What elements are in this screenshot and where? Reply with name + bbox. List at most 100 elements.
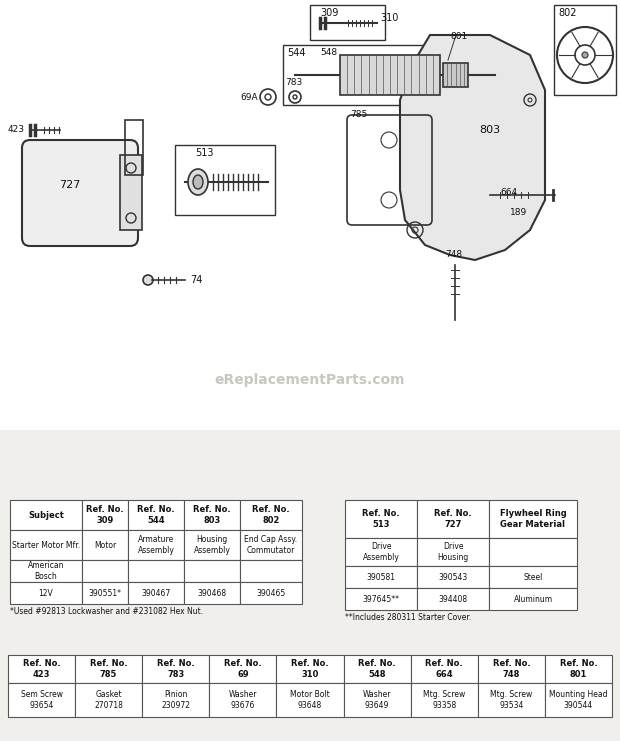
Text: Ref. No.
802: Ref. No. 802 bbox=[252, 505, 290, 525]
Bar bbox=[554, 5, 616, 95]
Bar bbox=[82, 560, 128, 582]
Text: Washer
93649: Washer 93649 bbox=[363, 691, 391, 710]
Text: Steel: Steel bbox=[523, 573, 542, 582]
Text: 310: 310 bbox=[380, 13, 399, 23]
Text: 785: 785 bbox=[350, 110, 367, 119]
Text: American
Bosch: American Bosch bbox=[28, 561, 64, 581]
Bar bbox=[410, 683, 478, 717]
Bar bbox=[410, 655, 478, 683]
Text: 390467: 390467 bbox=[141, 588, 171, 597]
Circle shape bbox=[582, 52, 588, 58]
Bar bbox=[478, 683, 545, 717]
Text: Ref. No.
664: Ref. No. 664 bbox=[425, 659, 463, 679]
Bar bbox=[417, 566, 489, 588]
Bar bbox=[0, 0, 620, 430]
Text: End Cap Assy.
Commutator: End Cap Assy. Commutator bbox=[244, 535, 298, 555]
Bar bbox=[443, 63, 468, 87]
Text: 748: 748 bbox=[445, 250, 462, 259]
Bar bbox=[489, 566, 577, 588]
Text: 390468: 390468 bbox=[197, 588, 226, 597]
Bar bbox=[545, 655, 612, 683]
Bar bbox=[417, 588, 489, 610]
Bar bbox=[82, 582, 128, 604]
Bar bbox=[142, 683, 210, 717]
Text: 664: 664 bbox=[500, 188, 517, 197]
Text: Flywheel Ring
Gear Material: Flywheel Ring Gear Material bbox=[500, 509, 567, 528]
Bar bbox=[545, 683, 612, 717]
Bar bbox=[184, 530, 240, 560]
Bar bbox=[120, 155, 142, 230]
Bar bbox=[128, 500, 184, 530]
Bar bbox=[10, 530, 82, 560]
Text: Ref. No.
748: Ref. No. 748 bbox=[492, 659, 530, 679]
Text: 394408: 394408 bbox=[438, 594, 467, 603]
Text: Starter Motor Mfr.: Starter Motor Mfr. bbox=[12, 540, 80, 550]
Bar bbox=[417, 538, 489, 566]
Bar bbox=[10, 500, 82, 530]
Bar bbox=[345, 538, 417, 566]
Bar bbox=[10, 560, 82, 582]
Bar bbox=[75, 655, 142, 683]
Text: 390551*: 390551* bbox=[89, 588, 122, 597]
Bar bbox=[489, 588, 577, 610]
Text: **Includes 280311 Starter Cover.: **Includes 280311 Starter Cover. bbox=[345, 613, 471, 622]
Text: Pinion
230972: Pinion 230972 bbox=[161, 691, 190, 710]
Text: 69A: 69A bbox=[241, 93, 258, 102]
Bar bbox=[240, 530, 302, 560]
Bar bbox=[283, 45, 503, 105]
Ellipse shape bbox=[193, 175, 203, 189]
Bar bbox=[8, 683, 75, 717]
Bar bbox=[345, 588, 417, 610]
Text: 513: 513 bbox=[195, 148, 213, 158]
Bar bbox=[184, 500, 240, 530]
Text: 544: 544 bbox=[287, 48, 306, 58]
Text: Mtg. Screw
93534: Mtg. Screw 93534 bbox=[490, 691, 533, 710]
Text: Ref. No.
310: Ref. No. 310 bbox=[291, 659, 329, 679]
Bar bbox=[8, 655, 75, 683]
Text: Ref. No.
513: Ref. No. 513 bbox=[362, 509, 400, 528]
Text: Ref. No.
803: Ref. No. 803 bbox=[193, 505, 231, 525]
Text: Subject: Subject bbox=[28, 511, 64, 519]
Text: Ref. No.
423: Ref. No. 423 bbox=[23, 659, 60, 679]
Text: Ref. No.
548: Ref. No. 548 bbox=[358, 659, 396, 679]
Bar bbox=[240, 582, 302, 604]
Bar bbox=[210, 683, 277, 717]
Text: Drive
Assembly: Drive Assembly bbox=[363, 542, 399, 562]
Bar bbox=[210, 655, 277, 683]
Bar bbox=[240, 500, 302, 530]
Text: Ref. No.
785: Ref. No. 785 bbox=[90, 659, 128, 679]
Bar bbox=[128, 530, 184, 560]
Text: Drive
Housing: Drive Housing bbox=[437, 542, 469, 562]
Bar bbox=[343, 683, 410, 717]
Bar bbox=[489, 538, 577, 566]
Bar bbox=[125, 120, 143, 175]
Ellipse shape bbox=[188, 169, 208, 195]
Bar bbox=[75, 683, 142, 717]
Text: 548: 548 bbox=[320, 48, 337, 57]
Text: Motor Bolt
93648: Motor Bolt 93648 bbox=[290, 691, 330, 710]
Text: 801: 801 bbox=[450, 32, 467, 41]
Text: 727: 727 bbox=[60, 180, 81, 190]
Text: 12V: 12V bbox=[38, 588, 53, 597]
Text: Sem Screw
93654: Sem Screw 93654 bbox=[20, 691, 63, 710]
Bar bbox=[340, 55, 440, 95]
Text: 74: 74 bbox=[190, 275, 202, 285]
Bar bbox=[343, 655, 410, 683]
FancyBboxPatch shape bbox=[22, 140, 138, 246]
Bar bbox=[310, 5, 385, 40]
Bar bbox=[184, 582, 240, 604]
Bar bbox=[240, 560, 302, 582]
Text: Mtg. Screw
93358: Mtg. Screw 93358 bbox=[423, 691, 466, 710]
Bar bbox=[82, 530, 128, 560]
Bar bbox=[128, 582, 184, 604]
Text: 390581: 390581 bbox=[366, 573, 396, 582]
Text: Washer
93676: Washer 93676 bbox=[229, 691, 257, 710]
Text: Housing
Assembly: Housing Assembly bbox=[193, 535, 231, 555]
Text: 397645**: 397645** bbox=[363, 594, 399, 603]
Text: Ref. No.
783: Ref. No. 783 bbox=[157, 659, 195, 679]
Bar bbox=[142, 655, 210, 683]
Text: 802: 802 bbox=[558, 8, 577, 18]
Bar bbox=[489, 500, 577, 538]
Text: Gasket
270718: Gasket 270718 bbox=[94, 691, 123, 710]
Text: 189: 189 bbox=[510, 208, 527, 217]
